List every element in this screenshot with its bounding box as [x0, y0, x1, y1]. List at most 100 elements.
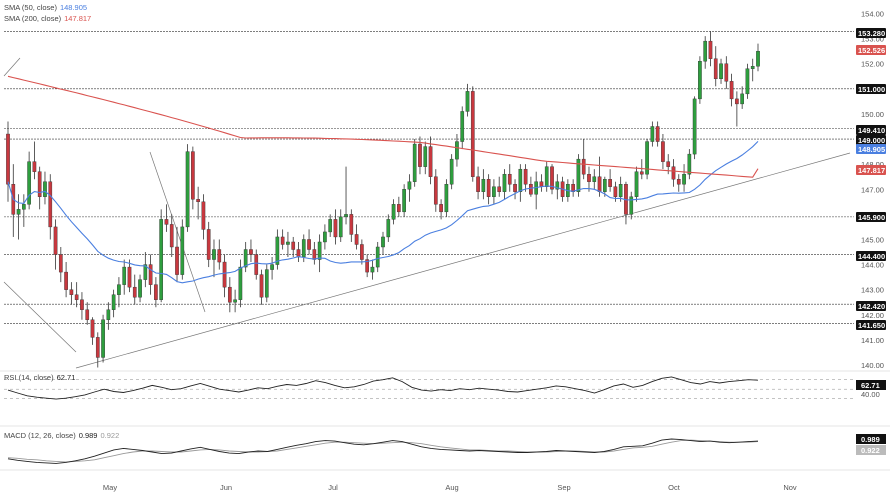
- candle-body: [592, 176, 597, 182]
- candle-body: [745, 68, 750, 95]
- candle-body: [206, 229, 211, 260]
- y-tick-label: 144.00: [861, 261, 884, 270]
- candle-body: [481, 179, 486, 192]
- price-badge: [856, 251, 886, 261]
- candle-body: [328, 219, 333, 233]
- candle-body: [275, 236, 280, 265]
- price-badge: [856, 165, 886, 175]
- y-tick-label: 153.00: [861, 35, 884, 44]
- candle-body: [581, 158, 586, 175]
- price-badge-label: 149.410: [858, 126, 885, 135]
- rsi-badge: [856, 380, 886, 390]
- price-badge: [856, 84, 886, 94]
- y-tick-label: 148.00: [861, 160, 884, 169]
- candle-body: [22, 204, 26, 210]
- macd-badge: [856, 434, 886, 444]
- candle-body: [708, 40, 713, 59]
- candle-body: [735, 98, 739, 105]
- candle-body: [460, 111, 465, 142]
- price-badge-label: 153.280: [858, 29, 885, 38]
- candle-body: [634, 171, 639, 197]
- candle-body: [175, 246, 179, 275]
- rsi-badge-label: 62.71: [861, 381, 880, 390]
- candle-body: [227, 286, 232, 303]
- candle-body: [180, 226, 185, 275]
- candle-body: [360, 244, 364, 260]
- sma200-legend-value: 147.817: [64, 14, 92, 23]
- candle-body: [106, 309, 111, 320]
- candle-body: [555, 181, 560, 190]
- candle-body: [74, 294, 79, 300]
- candle-body: [32, 161, 37, 172]
- x-tick-label: Oct: [668, 483, 681, 492]
- candle-body: [666, 161, 671, 167]
- candle-body: [756, 50, 760, 67]
- y-tick-label: 147.00: [861, 185, 884, 194]
- candle-body: [344, 214, 348, 218]
- price-badge: [856, 45, 886, 55]
- candle-body: [132, 286, 137, 298]
- candle-body: [449, 158, 454, 185]
- candle-body: [713, 58, 718, 80]
- candle-body: [254, 254, 259, 275]
- candle-body: [375, 246, 380, 268]
- price-badge: [856, 144, 886, 154]
- price-badge-label: 145.900: [858, 213, 885, 222]
- candle-body: [43, 181, 47, 197]
- candle-body: [191, 151, 195, 200]
- candle-body: [608, 179, 612, 187]
- candle-body: [486, 179, 491, 197]
- candle-body: [655, 126, 660, 142]
- macd-signal-badge-label: 0.922: [861, 446, 880, 455]
- candle-body: [338, 216, 343, 238]
- candle-body: [719, 63, 723, 79]
- macd-legend: MACD (12, 26, close) 0.989 0.922: [4, 431, 122, 440]
- candle-body: [217, 249, 222, 263]
- candle-body: [264, 269, 269, 298]
- candle-body: [587, 173, 591, 182]
- candle-body: [397, 204, 401, 213]
- y-tick-label: 140.00: [861, 361, 884, 370]
- candle-body: [164, 219, 169, 225]
- candle-body: [95, 337, 100, 358]
- candle-body: [222, 261, 227, 288]
- candle-body: [418, 143, 422, 167]
- candle-body: [233, 299, 237, 303]
- sma200-line: [7, 75, 759, 178]
- candle-body: [212, 249, 216, 260]
- candle-body: [122, 266, 127, 285]
- candle-body: [618, 184, 623, 197]
- candle-body: [111, 294, 116, 310]
- candle-body: [16, 209, 21, 215]
- candle-body: [412, 143, 417, 182]
- candle-body: [243, 249, 248, 268]
- candle-body: [455, 141, 459, 160]
- candle-body: [439, 204, 443, 213]
- candle-body: [169, 224, 174, 248]
- candle-body: [196, 199, 200, 203]
- candle-body: [27, 161, 31, 205]
- candle-body: [645, 141, 649, 175]
- price-badge: [856, 28, 886, 38]
- candle-body: [576, 158, 581, 192]
- candle-body: [602, 179, 607, 192]
- candle-body: [154, 284, 158, 300]
- rsi-legend-value: 62.71: [56, 373, 76, 382]
- candle-body: [280, 236, 285, 245]
- price-badge-label: 142.420: [858, 302, 885, 311]
- price-badge-label: 141.650: [858, 321, 885, 330]
- candle-body: [58, 254, 63, 273]
- rsi-line: [7, 376, 759, 400]
- candle-body: [80, 299, 84, 310]
- candle-body: [544, 166, 549, 187]
- y-tick-label: 143.00: [861, 286, 884, 295]
- price-badge-label: 147.817: [858, 166, 885, 175]
- candle-body: [502, 173, 507, 192]
- macd-legend-label: MACD (12, 26, close): [4, 431, 76, 440]
- y-tick-label: 152.00: [861, 60, 884, 69]
- rsi-legend: RSI (14, close) 62.71: [4, 373, 78, 382]
- candle-body: [185, 151, 190, 228]
- candle-body: [101, 319, 105, 358]
- candle-body: [286, 241, 290, 245]
